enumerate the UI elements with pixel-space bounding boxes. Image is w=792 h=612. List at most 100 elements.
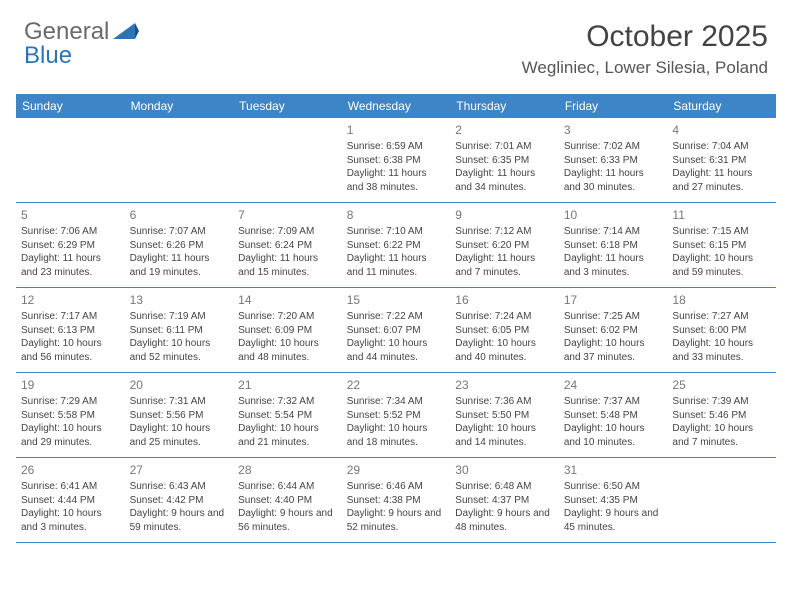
day-cell: 29Sunrise: 6:46 AMSunset: 4:38 PMDayligh…: [342, 458, 451, 542]
sunrise-text: Sunrise: 7:20 AM: [238, 310, 337, 324]
sunrise-text: Sunrise: 7:31 AM: [130, 395, 229, 409]
empty-cell: [125, 118, 234, 202]
day-cell: 14Sunrise: 7:20 AMSunset: 6:09 PMDayligh…: [233, 288, 342, 372]
day-cell: 3Sunrise: 7:02 AMSunset: 6:33 PMDaylight…: [559, 118, 668, 202]
sunset-text: Sunset: 5:58 PM: [21, 409, 120, 423]
day-cell: 2Sunrise: 7:01 AMSunset: 6:35 PMDaylight…: [450, 118, 559, 202]
sunrise-text: Sunrise: 7:27 AM: [672, 310, 771, 324]
daylight-text: Daylight: 10 hours and 14 minutes.: [455, 422, 554, 449]
sunset-text: Sunset: 4:38 PM: [347, 494, 446, 508]
weekday-header: Saturday: [667, 94, 776, 118]
day-number: 6: [130, 207, 229, 223]
day-cell: 27Sunrise: 6:43 AMSunset: 4:42 PMDayligh…: [125, 458, 234, 542]
daylight-text: Daylight: 9 hours and 59 minutes.: [130, 507, 229, 534]
sunrise-text: Sunrise: 7:07 AM: [130, 225, 229, 239]
calendar: SundayMondayTuesdayWednesdayThursdayFrid…: [16, 94, 776, 543]
daylight-text: Daylight: 11 hours and 27 minutes.: [672, 167, 771, 194]
daylight-text: Daylight: 10 hours and 29 minutes.: [21, 422, 120, 449]
day-number: 16: [455, 292, 554, 308]
day-cell: 21 Sunrise: 7:32 AMSunset: 5:54 PMDayligh…: [233, 373, 342, 457]
day-number: 19: [21, 377, 120, 393]
sunrise-text: Sunrise: 7:17 AM: [21, 310, 120, 324]
week-row: 26Sunrise: 6:41 AMSunset: 4:44 PMDayligh…: [16, 458, 776, 543]
daylight-text: Daylight: 11 hours and 34 minutes.: [455, 167, 554, 194]
daylight-text: Daylight: 11 hours and 30 minutes.: [564, 167, 663, 194]
daylight-text: Daylight: 10 hours and 21 minutes.: [238, 422, 337, 449]
daylight-text: Daylight: 10 hours and 59 minutes.: [672, 252, 771, 279]
sunset-text: Sunset: 6:07 PM: [347, 324, 446, 338]
day-cell: 5Sunrise: 7:06 AMSunset: 6:29 PMDaylight…: [16, 203, 125, 287]
day-cell: 8Sunrise: 7:10 AMSunset: 6:22 PMDaylight…: [342, 203, 451, 287]
weeks-container: 1 Sunrise: 6:59 AMSunset: 6:38 PM Daylight…: [16, 118, 776, 543]
empty-cell: [233, 118, 342, 202]
sunset-text: Sunset: 6:29 PM: [21, 239, 120, 253]
day-number: 10: [564, 207, 663, 223]
daylight-text: Daylight: 10 hours and 33 minutes.: [672, 337, 771, 364]
daylight-text: Daylight: 10 hours and 18 minutes.: [347, 422, 446, 449]
weekday-header: Monday: [125, 94, 234, 118]
day-number: 21: [238, 377, 337, 393]
daylight-text: Daylight: 11 hours and 11 minutes.: [347, 252, 446, 279]
sunrise-text: Sunrise: 7:14 AM: [564, 225, 663, 239]
day-number: 1: [347, 122, 446, 138]
sunset-text: Sunset: 5:46 PM: [672, 409, 771, 423]
sunset-text: Sunset: 5:48 PM: [564, 409, 663, 423]
sunset-text: Sunset: 6:22 PM: [347, 239, 446, 253]
day-number: 24: [564, 377, 663, 393]
day-number: 14: [238, 292, 337, 308]
day-number: 11: [672, 207, 771, 223]
weekday-header: Sunday: [16, 94, 125, 118]
sunset-text: Sunset: 6:15 PM: [672, 239, 771, 253]
sunrise-text: Sunrise: 7:25 AM: [564, 310, 663, 324]
daylight-text: Daylight: 11 hours and 3 minutes.: [564, 252, 663, 279]
sunrise-text: Sunrise: 6:44 AM: [238, 480, 337, 494]
weekday-header: Tuesday: [233, 94, 342, 118]
daylight-text: Daylight: 10 hours and 10 minutes.: [564, 422, 663, 449]
logo-triangle-icon: [113, 20, 139, 44]
day-cell: 24Sunrise: 7:37 AMSunset: 5:48 PMDayligh…: [559, 373, 668, 457]
daylight-text: Daylight: 9 hours and 52 minutes.: [347, 507, 446, 534]
day-cell: 30Sunrise: 6:48 AMSunset: 4:37 PMDayligh…: [450, 458, 559, 542]
sunset-text: Sunset: 6:00 PM: [672, 324, 771, 338]
sunset-text: Sunset: 5:56 PM: [130, 409, 229, 423]
sunrise-text: Sunrise: 7:39 AM: [672, 395, 771, 409]
day-cell: 26Sunrise: 6:41 AMSunset: 4:44 PMDayligh…: [16, 458, 125, 542]
empty-cell: [667, 458, 776, 542]
daylight-text: Daylight: 9 hours and 48 minutes.: [455, 507, 554, 534]
day-cell: 10Sunrise: 7:14 AMSunset: 6:18 PMDayligh…: [559, 203, 668, 287]
week-row: 1 Sunrise: 6:59 AMSunset: 6:38 PM Daylight…: [16, 118, 776, 203]
sunrise-text: Sunrise: 7:34 AM: [347, 395, 446, 409]
sunrise-text: Sunrise: 7:10 AM: [347, 225, 446, 239]
day-number: 20: [130, 377, 229, 393]
sunrise-text: Sunrise: 6:41 AM: [21, 480, 120, 494]
day-number: 9: [455, 207, 554, 223]
sunset-text: Sunset: 6:38 PM: [347, 154, 446, 168]
day-cell: 19Sunrise: 7:29 AMSunset: 5:58 PMDayligh…: [16, 373, 125, 457]
day-cell: 15Sunrise: 7:22 AMSunset: 6:07 PMDayligh…: [342, 288, 451, 372]
brand-logo: General Blue: [24, 20, 139, 68]
brand-word1: General: [24, 20, 109, 44]
weekday-header-row: SundayMondayTuesdayWednesdayThursdayFrid…: [16, 94, 776, 118]
sunrise-text: Sunrise: 7:19 AM: [130, 310, 229, 324]
sunrise-text: Sunrise: 7:32 AM: [238, 395, 337, 409]
daylight-text: Daylight: 11 hours and 15 minutes.: [238, 252, 337, 279]
sunset-text: Sunset: 4:40 PM: [238, 494, 337, 508]
daylight-text: Daylight: 9 hours and 56 minutes.: [238, 507, 337, 534]
weekday-header: Thursday: [450, 94, 559, 118]
page-header: General Blue October 2025 Wegliniec, Low…: [0, 0, 792, 86]
day-number: 7: [238, 207, 337, 223]
day-cell: 7Sunrise: 7:09 AMSunset: 6:24 PMDaylight…: [233, 203, 342, 287]
day-cell: 13Sunrise: 7:19 AMSunset: 6:11 PMDayligh…: [125, 288, 234, 372]
daylight-text: Daylight: 10 hours and 48 minutes.: [238, 337, 337, 364]
sunset-text: Sunset: 6:05 PM: [455, 324, 554, 338]
sunset-text: Sunset: 5:54 PM: [238, 409, 337, 423]
sunrise-text: Sunrise: 6:46 AM: [347, 480, 446, 494]
daylight-text: Daylight: 10 hours and 3 minutes.: [21, 507, 120, 534]
day-number: 17: [564, 292, 663, 308]
daylight-text: Daylight: 10 hours and 40 minutes.: [455, 337, 554, 364]
sunset-text: Sunset: 5:50 PM: [455, 409, 554, 423]
day-number: 5: [21, 207, 120, 223]
sunrise-text: Sunrise: 6:59 AM: [347, 140, 446, 154]
sunrise-text: Sunrise: 6:48 AM: [455, 480, 554, 494]
day-number: 3: [564, 122, 663, 138]
